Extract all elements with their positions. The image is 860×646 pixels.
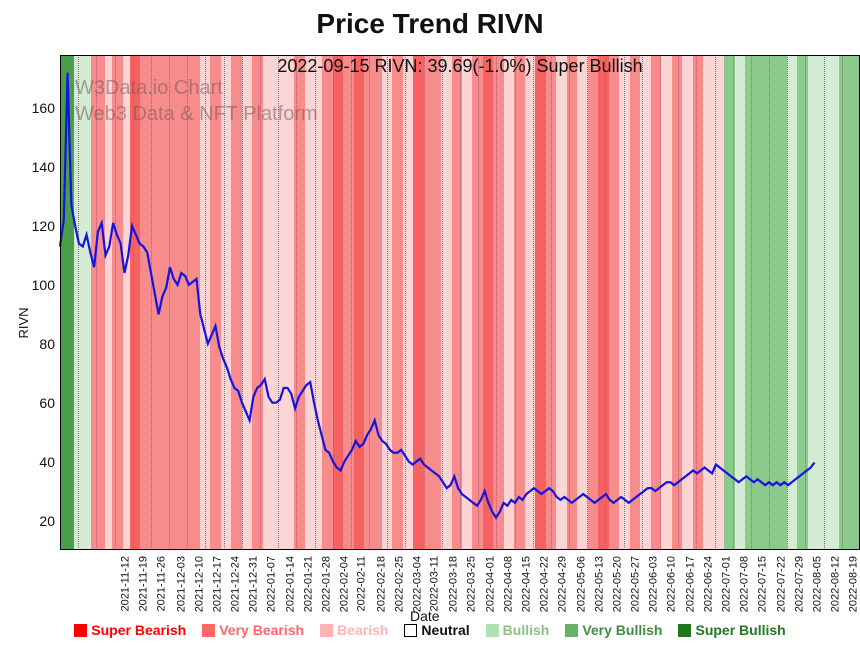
legend-swatch-very-bullish [565, 624, 578, 637]
legend-label-super-bearish: Super Bearish [91, 622, 186, 638]
price-line [60, 73, 815, 518]
x-tick-label-2022-06-24: 2022-06-24 [702, 556, 714, 612]
x-tick-label-2022-03-11: 2022-03-11 [429, 556, 441, 611]
x-tick-label-2021-12-10: 2021-12-10 [193, 556, 205, 612]
legend-swatch-very-bearish [202, 624, 215, 637]
legend-swatch-super-bearish [74, 624, 87, 637]
legend-label-very-bearish: Very Bearish [219, 622, 304, 638]
y-axis-label: RIVN [16, 307, 31, 338]
x-tick-label-2022-03-04: 2022-03-04 [411, 556, 423, 612]
y-tick-160: 160 [10, 100, 55, 116]
legend-label-very-bullish: Very Bullish [582, 622, 662, 638]
x-tick-label-2022-07-22: 2022-07-22 [775, 556, 787, 612]
x-tick-label-2022-04-15: 2022-04-15 [520, 556, 532, 612]
x-tick-label-2022-07-29: 2022-07-29 [793, 556, 805, 612]
x-tick-label-2022-02-11: 2022-02-11 [356, 556, 368, 611]
legend-label-bullish: Bullish [503, 622, 550, 638]
x-tick-label-2022-04-29: 2022-04-29 [557, 556, 569, 612]
x-tick-label-2022-06-03: 2022-06-03 [648, 556, 660, 612]
x-tick-label-2022-07-15: 2022-07-15 [757, 556, 769, 612]
x-tick-label-2022-01-07: 2022-01-07 [266, 556, 278, 612]
legend-item-bearish: Bearish [320, 622, 388, 638]
y-tick-100: 100 [10, 277, 55, 293]
legend-item-bullish: Bullish [486, 622, 550, 638]
x-tick-label-2021-12-03: 2021-12-03 [175, 556, 187, 612]
legend-swatch-bullish [486, 624, 499, 637]
x-tick-label-2021-11-19: 2021-11-19 [138, 556, 150, 611]
x-tick-label-2021-12-31: 2021-12-31 [248, 556, 260, 612]
x-tick-label-2022-04-22: 2022-04-22 [538, 556, 550, 612]
x-tick-label-2022-02-04: 2022-02-04 [338, 556, 350, 612]
x-tick-label-2022-08-12: 2022-08-12 [829, 556, 841, 612]
x-tick-label-2022-05-13: 2022-05-13 [593, 556, 605, 612]
x-tick-label-2022-01-28: 2022-01-28 [320, 556, 332, 612]
x-tick-label-2022-05-06: 2022-05-06 [575, 556, 587, 612]
y-tick-140: 140 [10, 159, 55, 175]
legend-label-super-bullish: Super Bullish [695, 622, 785, 638]
x-tick-label-2022-05-27: 2022-05-27 [629, 556, 641, 612]
x-tick-label-2022-02-25: 2022-02-25 [393, 556, 405, 612]
x-tick-label-2021-11-26: 2021-11-26 [156, 556, 168, 611]
x-tick-label-2022-05-20: 2022-05-20 [611, 556, 623, 612]
legend: Super Bearish Very Bearish Bearish Neutral B… [0, 622, 860, 638]
legend-item-very-bullish: Very Bullish [565, 622, 662, 638]
x-tick-label-2021-12-24: 2021-12-24 [229, 556, 241, 612]
x-tick-label-2022-08-19: 2022-08-19 [848, 556, 860, 612]
y-tick-60: 60 [10, 395, 55, 411]
legend-swatch-bearish [320, 624, 333, 637]
x-tick-label-2022-01-14: 2022-01-14 [284, 556, 296, 612]
chart-title: Price Trend RIVN [0, 0, 860, 40]
x-tick-label-2022-04-08: 2022-04-08 [502, 556, 514, 612]
x-tick-label-2022-01-21: 2022-01-21 [302, 556, 314, 612]
y-tick-120: 120 [10, 218, 55, 234]
legend-item-very-bearish: Very Bearish [202, 622, 304, 638]
x-tick-label-2022-07-01: 2022-07-01 [720, 556, 732, 612]
price-line-series [60, 55, 860, 550]
legend-label-bearish: Bearish [337, 622, 388, 638]
x-tick-label-2022-03-25: 2022-03-25 [466, 556, 478, 612]
legend-item-super-bearish: Super Bearish [74, 622, 186, 638]
x-tick-label-2022-08-05: 2022-08-05 [811, 556, 823, 612]
x-tick-label-2022-03-18: 2022-03-18 [448, 556, 460, 612]
y-tick-40: 40 [10, 454, 55, 470]
x-tick-label-2022-02-18: 2022-02-18 [375, 556, 387, 612]
x-tick-label-2022-04-01: 2022-04-01 [484, 556, 496, 612]
legend-item-super-bullish: Super Bullish [678, 622, 785, 638]
x-tick-label-2022-06-10: 2022-06-10 [666, 556, 678, 612]
x-tick-label-2021-12-17: 2021-12-17 [211, 556, 223, 612]
plot-area: 2021-11-12 2021-11-19 2021-11-26 2021-12-03… [60, 55, 860, 550]
x-tick-label-2022-07-08: 2022-07-08 [738, 556, 750, 612]
legend-swatch-neutral [404, 624, 417, 637]
x-tick-label-2022-06-17: 2022-06-17 [684, 556, 696, 612]
legend-item-neutral: Neutral [404, 622, 469, 638]
x-tick-label-2021-11-12: 2021-11-12 [119, 556, 131, 611]
legend-swatch-super-bullish [678, 624, 691, 637]
legend-label-neutral: Neutral [421, 622, 469, 638]
y-tick-20: 20 [10, 513, 55, 529]
y-tick-80: 80 [10, 336, 55, 352]
